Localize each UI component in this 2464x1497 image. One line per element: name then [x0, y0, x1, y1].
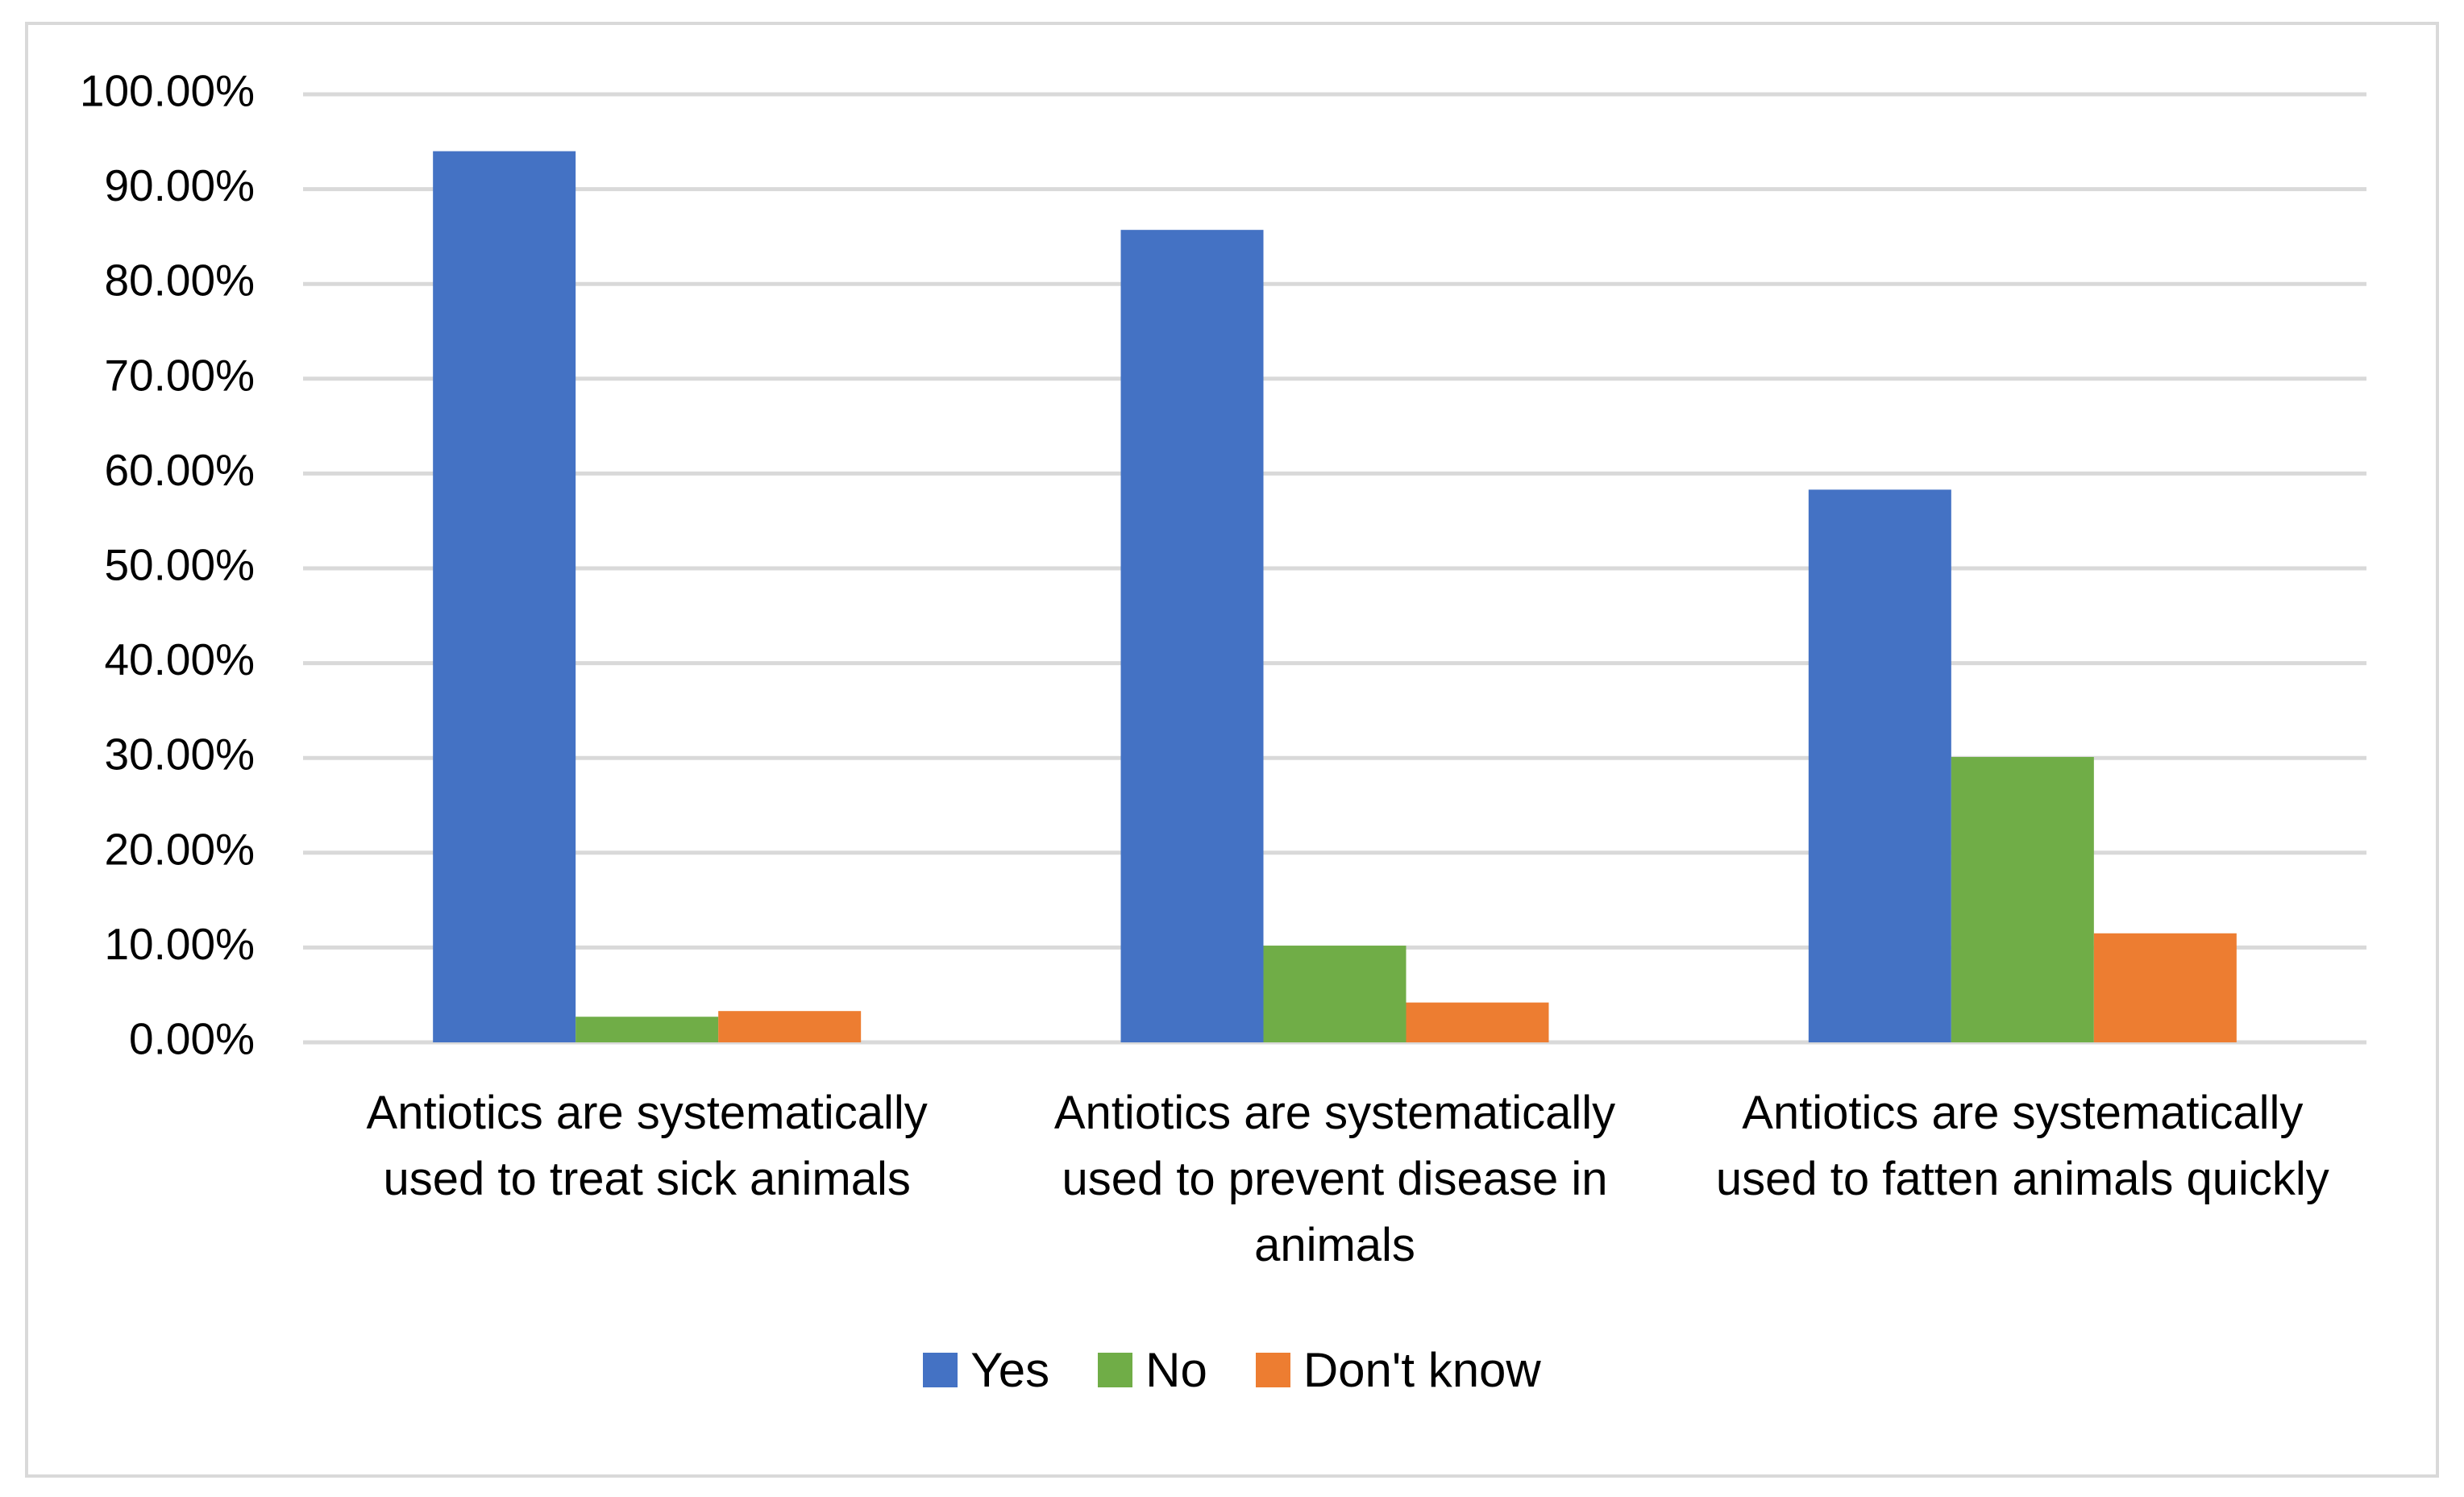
- x-tick-label: Antiotics are systematically used to pre…: [1053, 1087, 1616, 1271]
- bar: [433, 151, 576, 1042]
- bar: [1808, 489, 1951, 1042]
- bar: [718, 1011, 862, 1042]
- legend-swatch: [1255, 1353, 1290, 1387]
- y-tick-label: 20.00%: [104, 824, 255, 874]
- y-tick-label: 70.00%: [104, 350, 255, 400]
- legend-label: Don't know: [1303, 1343, 1541, 1397]
- y-tick-label: 30.00%: [104, 730, 255, 780]
- y-tick-label: 0.00%: [129, 1014, 255, 1064]
- y-tick-label: 50.00%: [104, 540, 255, 590]
- y-tick-label: 10.00%: [104, 919, 255, 969]
- y-tick-label: 40.00%: [104, 634, 255, 684]
- y-tick-label: 60.00%: [104, 445, 255, 495]
- bar: [2093, 933, 2237, 1042]
- legend: Yes No Don't know: [0, 1342, 2464, 1398]
- bar: [1406, 1002, 1549, 1042]
- x-tick-label: Antiotics are systematically used to tre…: [366, 1087, 928, 1205]
- x-tick-label: Antiotics are systematically used to fat…: [1715, 1087, 2329, 1205]
- bar: [1120, 230, 1264, 1043]
- y-tick-label: 80.00%: [104, 256, 255, 306]
- y-tick-label: 90.00%: [104, 160, 255, 210]
- legend-item: Don't know: [1255, 1342, 1541, 1398]
- legend-label: Yes: [970, 1343, 1050, 1397]
- bar: [1263, 946, 1407, 1042]
- y-tick-label: 100.00%: [80, 66, 255, 116]
- legend-item: No: [1098, 1342, 1207, 1398]
- bar: [575, 1017, 719, 1042]
- bar: [1951, 757, 2094, 1042]
- legend-item: Yes: [923, 1342, 1049, 1398]
- legend-swatch: [923, 1353, 958, 1387]
- chart-frame: [25, 22, 2439, 1478]
- legend-label: No: [1145, 1343, 1207, 1397]
- legend-swatch: [1098, 1353, 1133, 1387]
